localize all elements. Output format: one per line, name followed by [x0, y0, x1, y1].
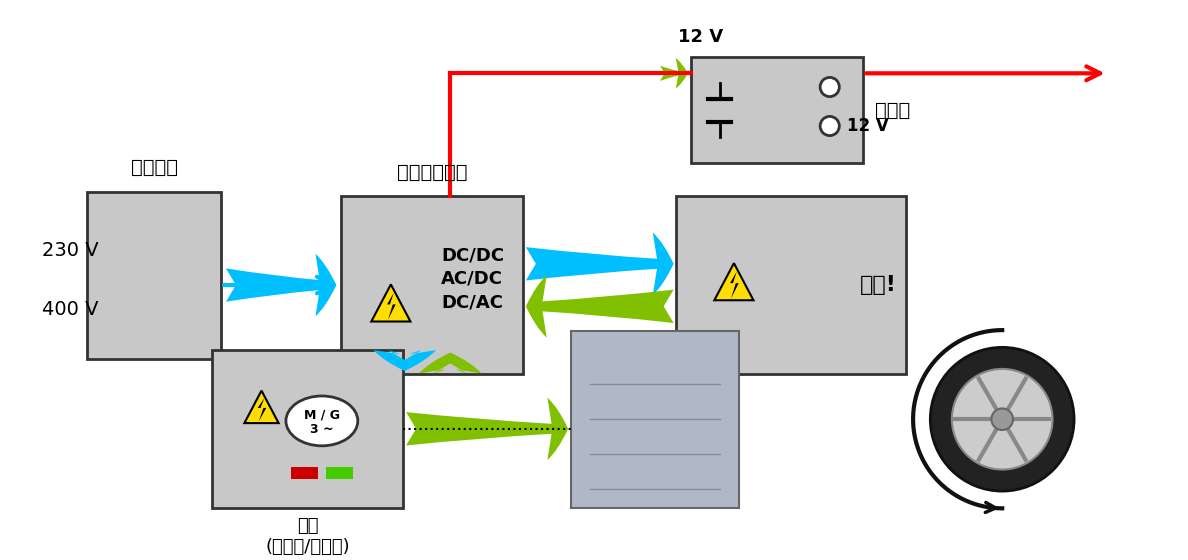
Polygon shape — [258, 398, 266, 422]
Circle shape — [820, 77, 839, 96]
Text: 高压!: 高压! — [860, 275, 897, 295]
Text: 电机
(电动机/发电机): 电机 (电动机/发电机) — [265, 517, 349, 556]
Polygon shape — [731, 272, 739, 298]
Polygon shape — [714, 263, 753, 300]
Text: 230 V: 230 V — [42, 241, 99, 260]
Text: M / G: M / G — [304, 409, 340, 422]
Text: 3 ~: 3 ~ — [310, 423, 334, 436]
FancyBboxPatch shape — [211, 350, 403, 508]
Text: 功率电子装置: 功率电子装置 — [397, 163, 467, 182]
FancyBboxPatch shape — [341, 197, 523, 374]
FancyBboxPatch shape — [87, 192, 221, 360]
Text: 400 V: 400 V — [42, 300, 99, 319]
Polygon shape — [245, 391, 279, 423]
FancyBboxPatch shape — [676, 197, 906, 374]
Text: DC/DC
AC/DC
DC/AC: DC/DC AC/DC DC/AC — [441, 246, 504, 311]
Circle shape — [930, 347, 1074, 491]
Text: 蓄电池: 蓄电池 — [874, 101, 910, 120]
Polygon shape — [372, 284, 410, 321]
Polygon shape — [387, 293, 396, 320]
FancyBboxPatch shape — [326, 468, 353, 479]
Circle shape — [820, 116, 839, 136]
Circle shape — [992, 408, 1013, 430]
Circle shape — [952, 369, 1053, 469]
FancyBboxPatch shape — [690, 58, 864, 163]
Text: 充电插头: 充电插头 — [131, 158, 178, 178]
FancyBboxPatch shape — [291, 468, 318, 479]
Text: 12 V: 12 V — [678, 28, 723, 46]
Ellipse shape — [286, 396, 358, 446]
Text: 12 V: 12 V — [847, 117, 889, 135]
FancyBboxPatch shape — [571, 330, 739, 508]
